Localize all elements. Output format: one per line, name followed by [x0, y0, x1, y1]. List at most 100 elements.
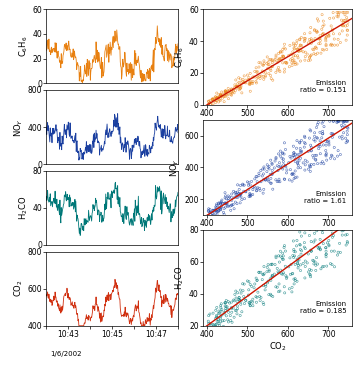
Point: [222, 90, 228, 96]
Point: [214, 95, 220, 101]
Point: [276, 64, 281, 70]
Point: [323, 147, 329, 153]
Point: [308, 37, 314, 43]
Text: Emission
ratio = 0.151: Emission ratio = 0.151: [300, 81, 346, 93]
Point: [345, 224, 351, 230]
Point: [314, 228, 320, 234]
Point: [305, 269, 311, 275]
Point: [315, 161, 320, 167]
Point: [243, 189, 249, 195]
Point: [295, 160, 300, 165]
Point: [294, 279, 300, 284]
Point: [280, 271, 286, 277]
Point: [234, 307, 239, 313]
Point: [257, 75, 263, 81]
Point: [266, 178, 272, 184]
Point: [274, 179, 280, 184]
Point: [331, 224, 336, 230]
Point: [212, 94, 218, 100]
Point: [287, 153, 293, 159]
Point: [282, 41, 287, 47]
Point: [212, 208, 218, 213]
Point: [250, 303, 256, 309]
Point: [316, 244, 322, 250]
Point: [296, 152, 302, 157]
Point: [344, 239, 350, 244]
Point: [224, 196, 229, 202]
Point: [321, 47, 327, 53]
Point: [237, 76, 243, 82]
Point: [268, 180, 274, 186]
Point: [320, 224, 326, 230]
Point: [287, 42, 293, 48]
Point: [218, 92, 223, 97]
Point: [229, 198, 235, 203]
Point: [308, 144, 314, 150]
Point: [264, 169, 270, 175]
Point: [252, 281, 258, 287]
Point: [320, 131, 326, 137]
Point: [323, 153, 329, 159]
Point: [320, 118, 326, 124]
Point: [235, 189, 240, 195]
Point: [279, 255, 285, 261]
Point: [302, 275, 308, 281]
Point: [205, 102, 211, 108]
Point: [262, 74, 268, 80]
Point: [224, 200, 230, 206]
Point: [299, 43, 304, 49]
Point: [315, 50, 320, 56]
Point: [225, 193, 231, 199]
Point: [208, 101, 214, 107]
Point: [213, 315, 218, 321]
Point: [323, 152, 329, 158]
Point: [343, 242, 349, 248]
Point: [210, 324, 215, 330]
Point: [222, 88, 228, 94]
Point: [277, 179, 283, 185]
Point: [316, 142, 322, 147]
Point: [218, 200, 224, 206]
Point: [237, 86, 243, 92]
Point: [300, 160, 306, 166]
Point: [233, 288, 239, 294]
Point: [344, 10, 349, 15]
Point: [227, 300, 232, 306]
Point: [274, 67, 280, 73]
Point: [213, 307, 219, 313]
Point: [277, 253, 283, 259]
Point: [214, 201, 220, 207]
Point: [291, 150, 297, 156]
Point: [310, 153, 316, 158]
Point: [223, 201, 229, 206]
Point: [311, 51, 317, 57]
Point: [270, 186, 276, 192]
Point: [206, 101, 211, 107]
X-axis label: CO$_2$: CO$_2$: [269, 119, 287, 132]
Point: [297, 139, 303, 145]
Point: [321, 124, 327, 130]
Point: [234, 84, 239, 90]
Point: [258, 295, 264, 300]
Point: [216, 208, 221, 214]
Point: [312, 27, 317, 33]
Point: [340, 10, 346, 15]
Point: [305, 166, 311, 172]
Point: [269, 58, 275, 64]
Point: [294, 152, 300, 158]
Point: [251, 183, 257, 189]
Point: [229, 306, 235, 311]
Point: [231, 297, 236, 303]
Point: [234, 299, 240, 305]
Point: [241, 294, 247, 299]
Point: [216, 99, 221, 105]
Point: [312, 230, 317, 236]
Point: [214, 95, 220, 101]
Point: [302, 162, 308, 168]
Point: [341, 227, 346, 233]
Point: [294, 256, 300, 262]
Point: [323, 254, 329, 260]
Point: [335, 36, 341, 42]
Point: [241, 79, 247, 85]
Point: [330, 224, 336, 230]
